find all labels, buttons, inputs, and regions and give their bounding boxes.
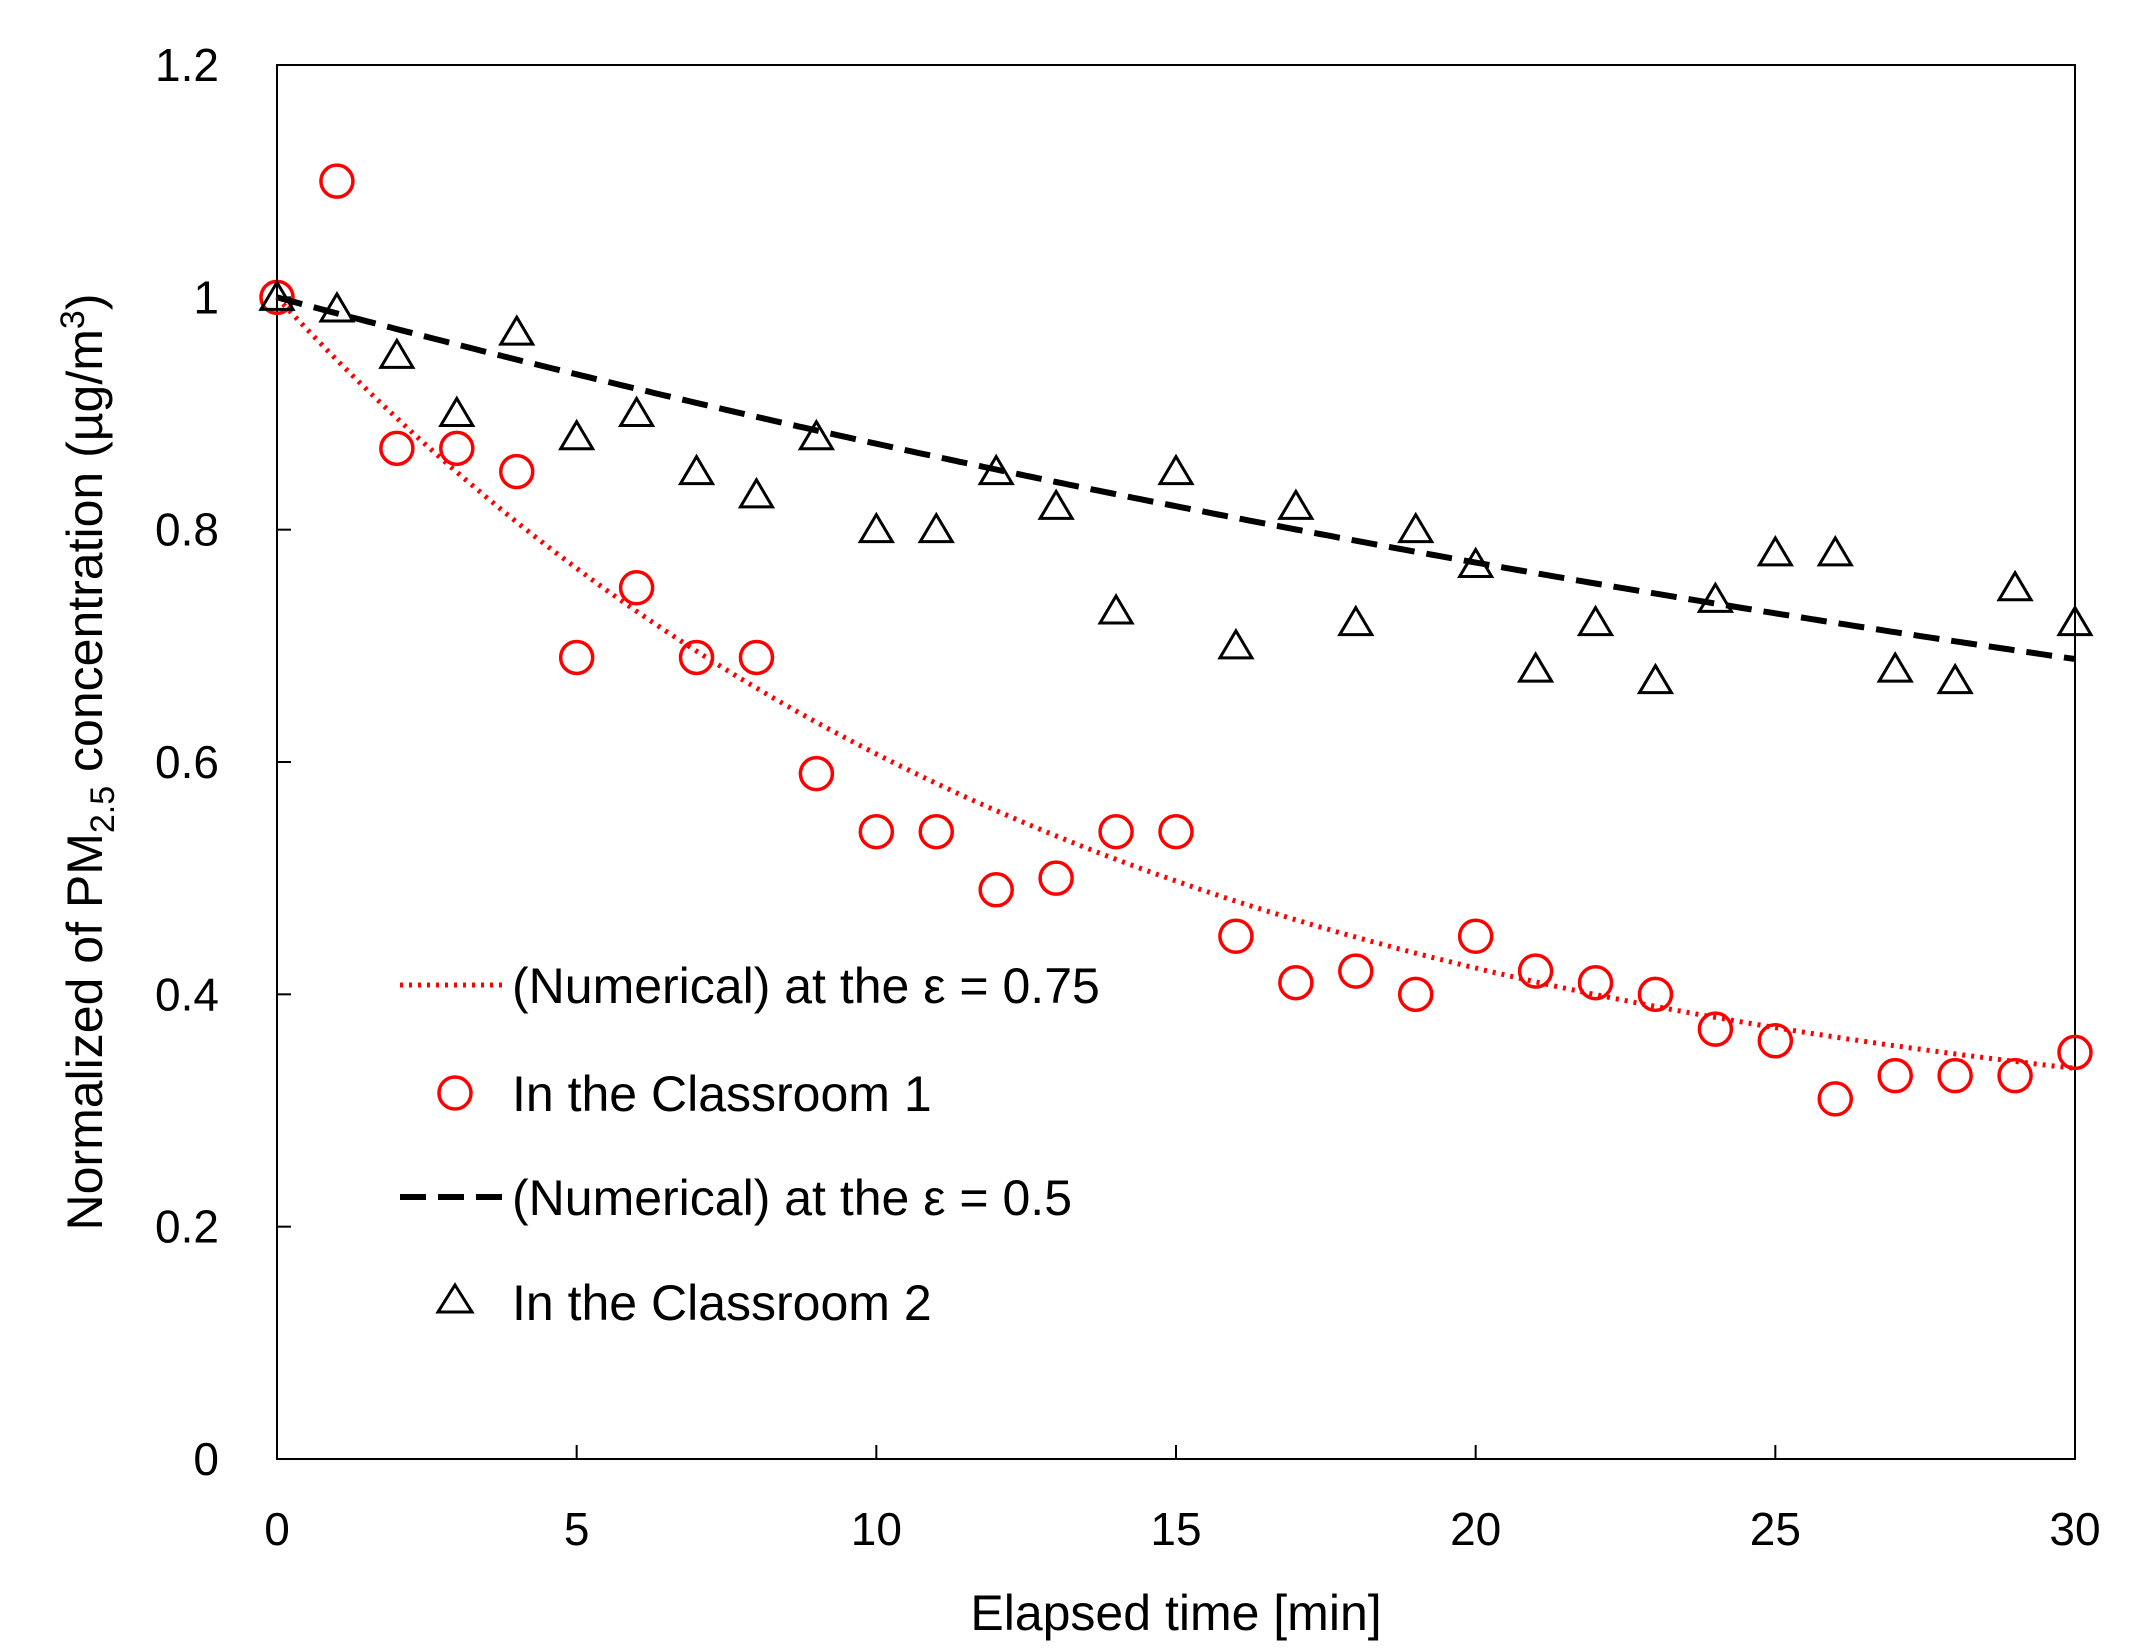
y-axis-label-prefix: Normalized of PM xyxy=(57,833,113,1230)
data-point-classroom-2 xyxy=(378,337,416,369)
y-axis-label-suffix: concentration (µg/m xyxy=(57,329,113,786)
y-tick-label: 0 xyxy=(193,1433,219,1485)
data-point-classroom-2 xyxy=(797,418,836,451)
data-point-classroom-1 xyxy=(2057,1034,2093,1071)
series-line-2 xyxy=(276,294,2076,662)
data-point-classroom-2 xyxy=(438,395,476,427)
data-point-classroom-1 xyxy=(558,639,595,676)
data-point-classroom-2 xyxy=(2056,604,2094,637)
series-line-0 xyxy=(275,295,2076,1071)
y-axis-label-close: ) xyxy=(57,294,113,311)
data-point-classroom-2 xyxy=(318,291,356,323)
data-point-classroom-1 xyxy=(1218,918,1254,954)
data-point-classroom-1 xyxy=(1457,918,1494,954)
chart-marks xyxy=(258,163,2094,1117)
data-point-classroom-2 xyxy=(1996,569,2034,602)
data-point-classroom-1 xyxy=(1997,1057,2033,1094)
x-tick-label: 20 xyxy=(1450,1503,1501,1555)
data-point-classroom-1 xyxy=(1817,1081,1854,1117)
data-point-classroom-1 xyxy=(1278,964,1314,1001)
data-point-classroom-1 xyxy=(439,430,475,467)
data-point-classroom-2 xyxy=(498,314,536,346)
x-tick-label: 5 xyxy=(564,1503,590,1555)
data-point-classroom-2 xyxy=(617,395,656,427)
data-point-classroom-1 xyxy=(618,570,655,606)
data-point-classroom-1 xyxy=(1757,1023,1794,1059)
data-point-classroom-2 xyxy=(857,511,895,544)
x-axis-label: Elapsed time [min] xyxy=(970,1585,1381,1641)
data-point-classroom-1 xyxy=(1397,976,1434,1013)
data-point-classroom-1 xyxy=(1877,1057,1913,1094)
data-point-classroom-2 xyxy=(1696,581,1735,613)
data-point-classroom-1 xyxy=(1517,953,1554,989)
data-point-classroom-2 xyxy=(558,418,596,451)
y-axis-label-superscript: 3 xyxy=(54,310,92,329)
y-axis-label: Normalized of PM2.5 concentration (µg/m3… xyxy=(54,294,122,1231)
data-point-classroom-2 xyxy=(1576,604,1615,637)
legend-label-classroom-2: In the Classroom 2 xyxy=(512,1275,932,1331)
data-point-classroom-2 xyxy=(1516,651,1555,683)
data-point-classroom-2 xyxy=(1816,534,1854,567)
data-point-classroom-1 xyxy=(1697,1011,1734,1047)
data-point-classroom-1 xyxy=(858,813,895,850)
data-point-classroom-1 xyxy=(798,755,835,792)
x-tick-label: 30 xyxy=(2049,1503,2100,1555)
data-point-classroom-2 xyxy=(1876,651,1914,683)
data-point-classroom-2 xyxy=(1397,511,1435,544)
legend: (Numerical) at the ε = 0.75 In the Class… xyxy=(400,958,1100,1331)
data-point-classroom-2 xyxy=(1337,604,1375,637)
data-point-classroom-2 xyxy=(1097,593,1135,625)
y-tick-label: 1 xyxy=(193,271,219,323)
y-axis-label-subscript: 2.5 xyxy=(84,786,122,833)
data-point-classroom-1 xyxy=(1338,953,1374,989)
y-tick-label: 0.2 xyxy=(155,1201,219,1253)
data-point-classroom-2 xyxy=(1756,534,1794,567)
x-tick-label: 10 xyxy=(851,1503,902,1555)
data-point-classroom-1 xyxy=(498,453,535,490)
plot-frame xyxy=(276,64,2076,1460)
y-tick-label: 1.2 xyxy=(155,39,219,91)
data-point-classroom-1 xyxy=(978,872,1014,908)
legend-label-numerical-05: (Numerical) at the ε = 0.5 xyxy=(512,1170,1072,1226)
data-point-classroom-2 xyxy=(1037,488,1075,520)
data-point-classroom-1 xyxy=(1937,1057,1973,1094)
data-point-classroom-2 xyxy=(1157,453,1195,486)
data-point-classroom-2 xyxy=(1457,546,1495,579)
axis-ticks: 0 5 10 15 20 25 30 0 0.2 0.4 0.6 0.8 1 1.2 xyxy=(155,39,2101,1555)
y-tick-label: 0.8 xyxy=(155,504,219,556)
data-point-classroom-1 xyxy=(319,163,355,199)
data-point-classroom-2 xyxy=(1636,662,1675,695)
legend-label-numerical-075: (Numerical) at the ε = 0.75 xyxy=(512,958,1100,1014)
data-point-classroom-2 xyxy=(977,453,1015,486)
data-point-classroom-1 xyxy=(1158,813,1194,850)
legend-swatch-classroom-1 xyxy=(437,1075,473,1111)
x-tick-label: 25 xyxy=(1750,1503,1801,1555)
data-point-classroom-1 xyxy=(918,813,955,850)
legend-label-classroom-1: In the Classroom 1 xyxy=(512,1066,932,1122)
data-point-classroom-1 xyxy=(1637,976,1674,1013)
data-point-classroom-2 xyxy=(1217,627,1255,660)
data-point-classroom-2 xyxy=(737,476,776,509)
data-point-classroom-2 xyxy=(917,511,955,544)
data-point-classroom-1 xyxy=(1098,813,1134,850)
y-tick-label: 0.4 xyxy=(155,968,219,1020)
data-point-classroom-1 xyxy=(1577,964,1614,1001)
legend-swatch-classroom-2 xyxy=(435,1282,475,1314)
data-point-classroom-2 xyxy=(1936,662,1974,695)
data-point-classroom-1 xyxy=(1038,860,1074,896)
data-point-classroom-2 xyxy=(677,453,716,486)
data-point-classroom-1 xyxy=(738,639,775,676)
x-tick-label: 15 xyxy=(1150,1503,1201,1555)
y-tick-label: 0.6 xyxy=(155,736,219,788)
data-point-classroom-2 xyxy=(258,279,296,311)
data-point-classroom-1 xyxy=(379,430,415,467)
data-point-classroom-1 xyxy=(678,639,715,676)
x-tick-label: 0 xyxy=(264,1503,290,1555)
data-point-classroom-2 xyxy=(1277,488,1315,520)
